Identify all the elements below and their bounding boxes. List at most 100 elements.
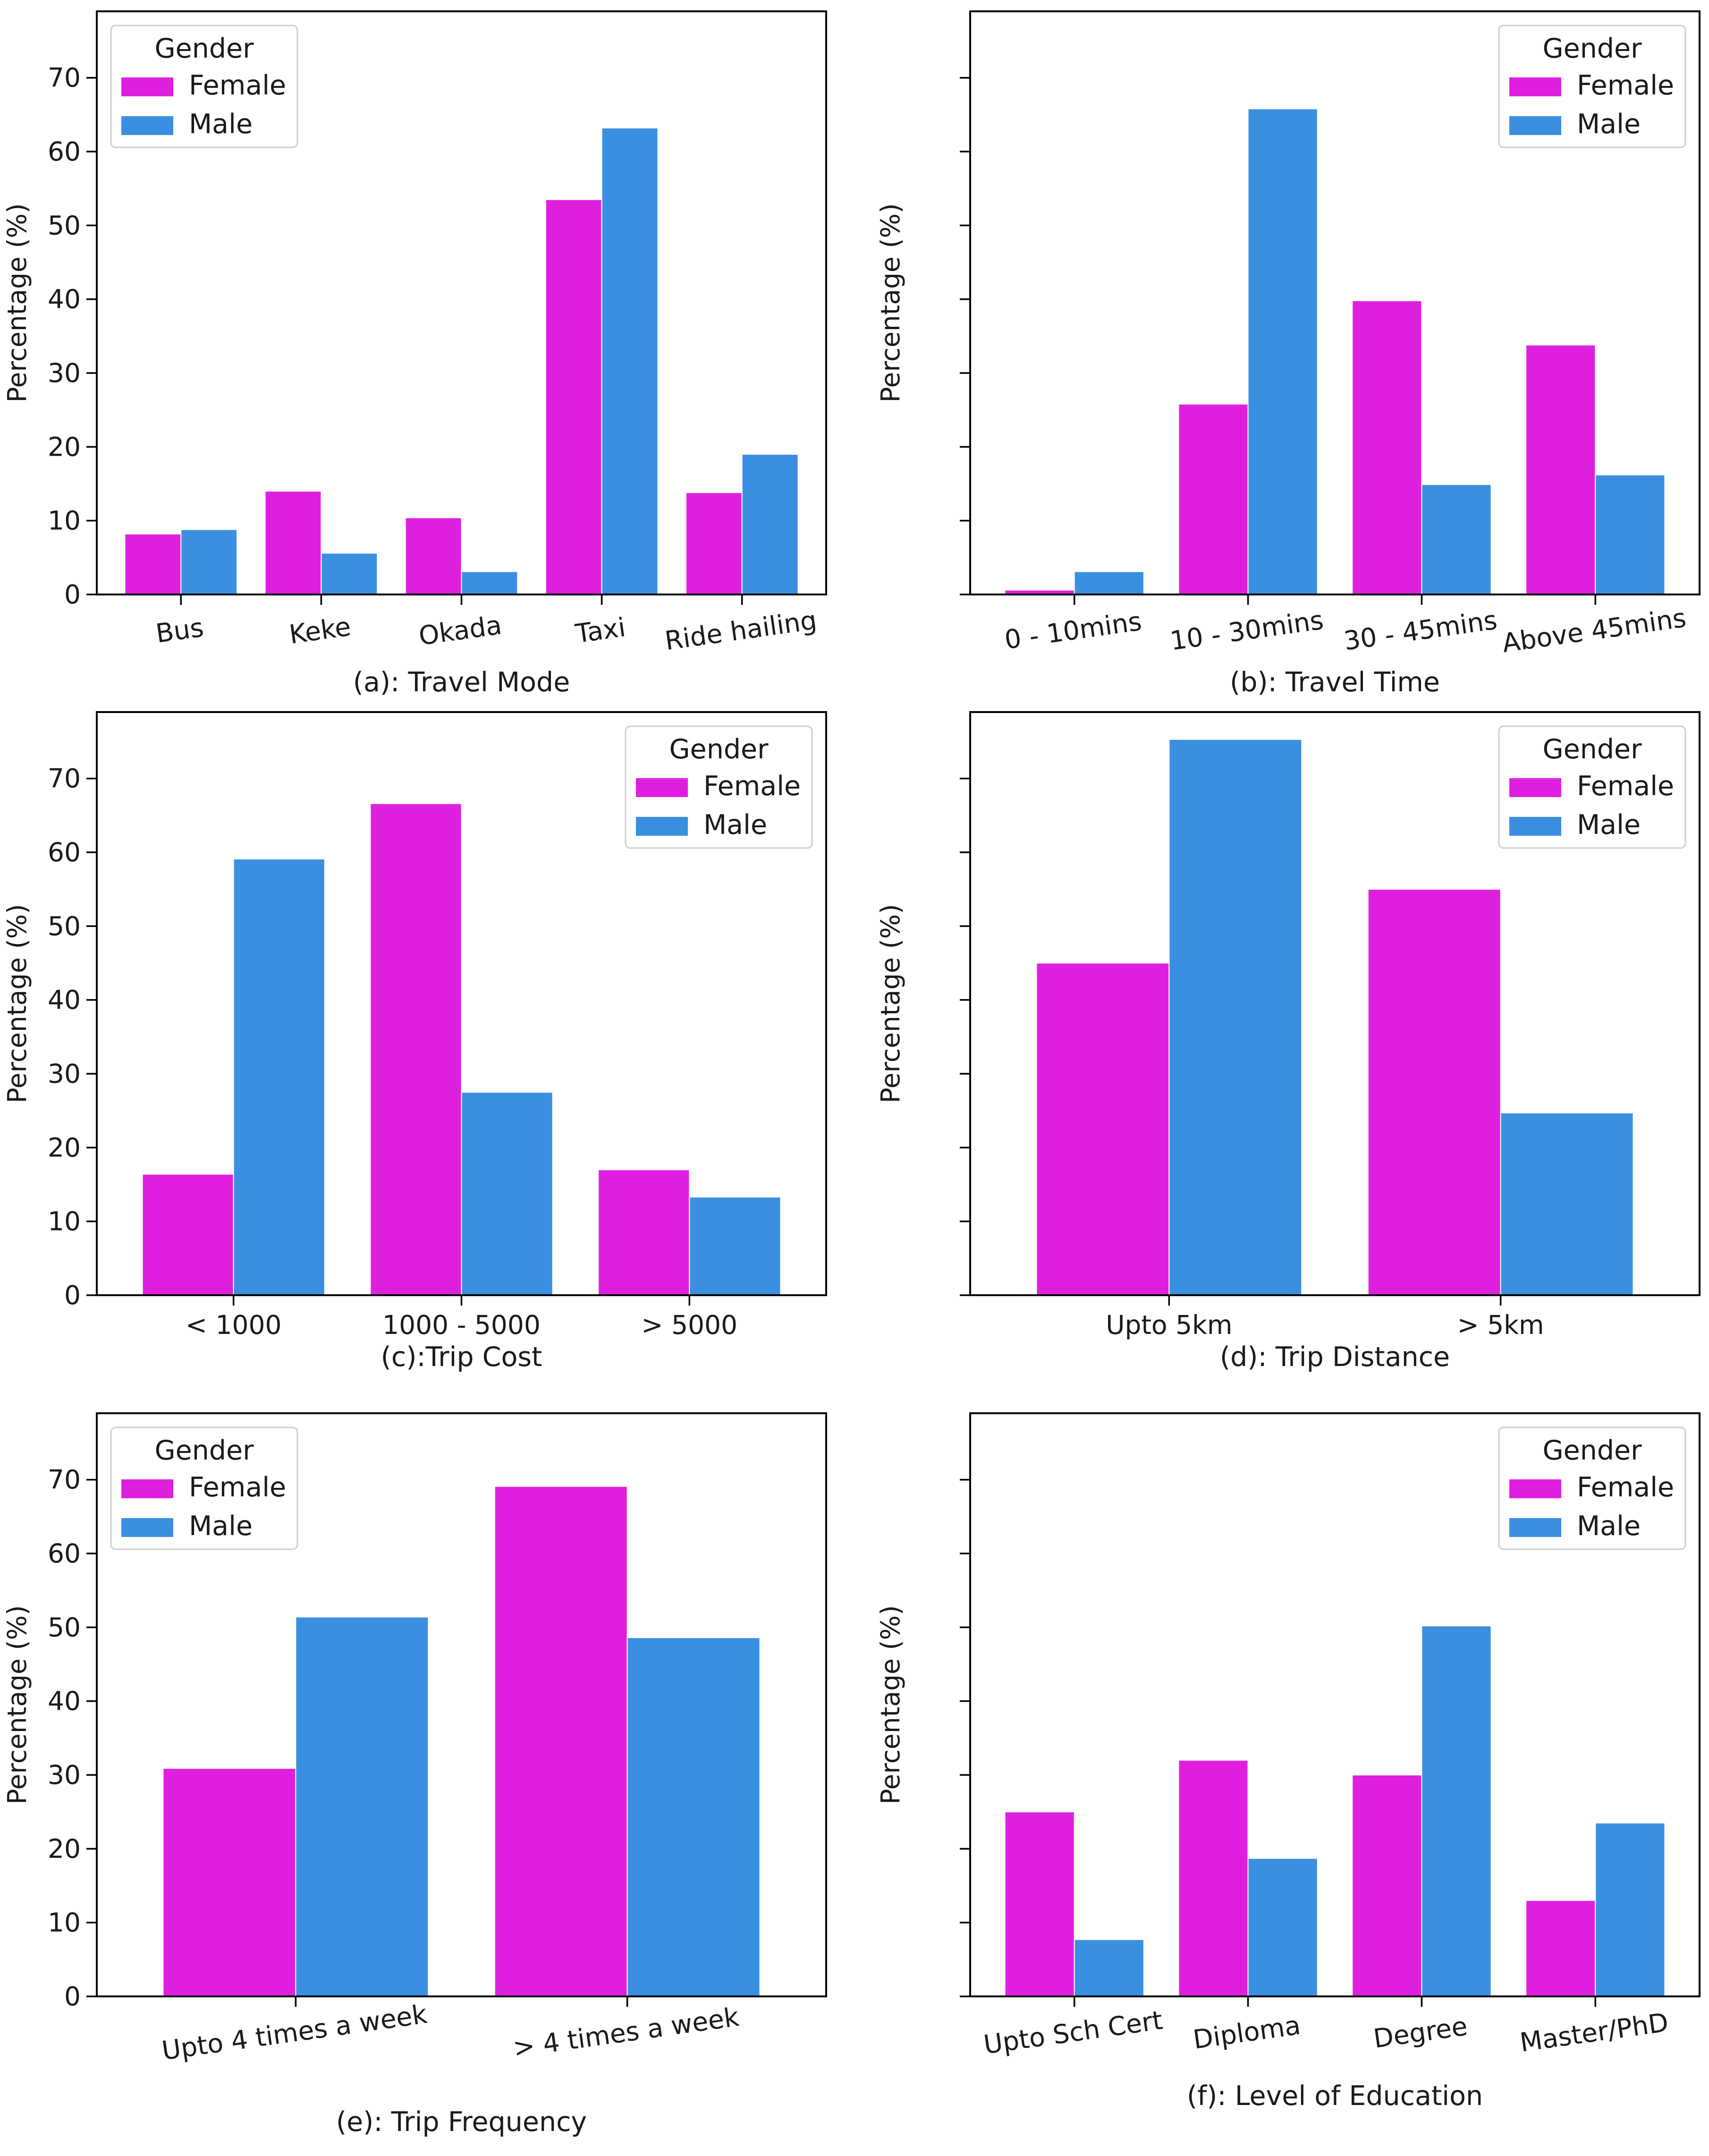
legend-swatch-male bbox=[1509, 817, 1561, 836]
x-tick-label: 10 - 30mins bbox=[1168, 605, 1325, 656]
x-axis-title: (d): Trip Distance bbox=[1220, 1341, 1450, 1373]
y-tick-label: 50 bbox=[48, 1612, 81, 1642]
x-tick-label: Taxi bbox=[573, 612, 627, 649]
legend-label-female: Female bbox=[1577, 1472, 1674, 1503]
bar-male-1 bbox=[461, 1092, 553, 1296]
y-tick-label: 10 bbox=[48, 506, 81, 536]
x-tick-label: < 1000 bbox=[186, 1310, 282, 1340]
legend-title: Gender bbox=[154, 1435, 254, 1466]
bar-female-3 bbox=[1525, 1900, 1596, 1997]
bar-female-1 bbox=[494, 1485, 628, 1997]
legend: Gender Female Male bbox=[1498, 1426, 1686, 1550]
y-axis-label: Percentage (%) bbox=[875, 203, 905, 402]
legend: Gender Female Male bbox=[110, 25, 298, 148]
legend-title: Gender bbox=[1542, 1435, 1642, 1466]
plot-frame bbox=[969, 1412, 1701, 1997]
bar-male-0 bbox=[233, 858, 325, 1296]
legend-swatch-male bbox=[121, 116, 173, 135]
y-tick-label: 70 bbox=[48, 764, 81, 794]
legend-title: Gender bbox=[669, 734, 769, 765]
bar-female-0 bbox=[142, 1173, 234, 1296]
x-tick-label: Ride hailing bbox=[663, 605, 819, 656]
legend-swatch-female bbox=[121, 77, 173, 96]
bar-female-0 bbox=[1004, 1811, 1075, 1997]
y-tick-label: 0 bbox=[64, 1280, 81, 1310]
bar-male-3 bbox=[601, 127, 659, 595]
x-tick-label: Upto Sch Cert bbox=[982, 2005, 1165, 2060]
chart-travel-time: Percentage (%) 0 - 10mins 10 - 30mins 30 - … bbox=[875, 10, 1701, 698]
y-tick-label: 20 bbox=[48, 1833, 81, 1864]
bar-female-0 bbox=[162, 1767, 296, 1997]
bar-female-3 bbox=[1525, 344, 1596, 595]
legend: Gender Female Male bbox=[1498, 25, 1686, 148]
x-tick-label: Degree bbox=[1371, 2011, 1469, 2054]
y-tick-label: 40 bbox=[48, 284, 81, 314]
legend-label-female: Female bbox=[1577, 771, 1674, 802]
bar-male-0 bbox=[180, 529, 238, 595]
legend-swatch-male bbox=[1509, 116, 1561, 135]
y-axis-label: Percentage (%) bbox=[2, 203, 32, 402]
y-tick-label: 50 bbox=[48, 911, 81, 941]
y-tick-label: 20 bbox=[48, 1132, 81, 1163]
bar-female-1 bbox=[264, 491, 322, 595]
legend-label-male: Male bbox=[189, 109, 253, 140]
bar-male-3 bbox=[1595, 1822, 1666, 1997]
y-tick-label: 30 bbox=[48, 1760, 81, 1790]
y-axis-label: Percentage (%) bbox=[875, 1605, 905, 1804]
legend-label-female: Female bbox=[703, 771, 801, 802]
bar-male-0 bbox=[1074, 571, 1144, 595]
x-tick-label: 30 - 45mins bbox=[1342, 605, 1499, 656]
legend-title: Gender bbox=[1542, 33, 1642, 64]
x-tick-label: Upto 4 times a week bbox=[160, 1999, 429, 2066]
bar-male-1 bbox=[1247, 1858, 1318, 1997]
x-axis-title: (e): Trip Frequency bbox=[336, 2106, 587, 2138]
y-axis-label: Percentage (%) bbox=[875, 904, 905, 1103]
x-tick-label: Diploma bbox=[1191, 2010, 1302, 2055]
legend-swatch-female bbox=[1509, 1479, 1561, 1498]
y-tick-label: 60 bbox=[48, 136, 81, 167]
x-tick-label: Okada bbox=[417, 610, 504, 651]
bar-female-3 bbox=[545, 199, 602, 595]
legend-label-male: Male bbox=[703, 809, 767, 840]
y-tick-label: 60 bbox=[48, 1538, 81, 1569]
x-tick-label: 0 - 10mins bbox=[1003, 606, 1143, 655]
bar-female-0 bbox=[1036, 962, 1170, 1296]
legend-label-male: Male bbox=[1577, 1511, 1641, 1542]
plot-frame bbox=[96, 1412, 827, 1997]
chart-travel-mode: 0 10 20 30 40 50 60 70 Percentage (%) Bus Keke Okad… bbox=[2, 10, 827, 698]
bar-male-0 bbox=[1074, 1939, 1144, 1997]
y-tick-label: 20 bbox=[48, 432, 81, 462]
x-tick-label: 1000 - 5000 bbox=[382, 1310, 541, 1340]
bar-male-3 bbox=[1595, 474, 1666, 595]
bar-female-1 bbox=[1367, 889, 1501, 1296]
legend-swatch-female bbox=[121, 1479, 173, 1498]
x-tick-label: Master/PhD bbox=[1518, 2007, 1670, 2057]
bar-male-2 bbox=[1421, 1625, 1492, 1997]
x-tick-label: Keke bbox=[287, 611, 353, 650]
bar-female-0 bbox=[124, 533, 182, 595]
bar-male-1 bbox=[1500, 1112, 1634, 1296]
chart-trip-frequency: 0 10 20 30 40 50 60 70 Percentage (%) Upto 4 time… bbox=[2, 1412, 827, 2138]
bar-female-2 bbox=[1352, 300, 1422, 595]
legend-swatch-female bbox=[1509, 77, 1561, 96]
y-tick-label: 30 bbox=[48, 358, 81, 388]
chart-trip-distance: Percentage (%) Upto 5km > 5km(d): Trip Dis… bbox=[875, 711, 1701, 1373]
x-axis-title: (c):Trip Cost bbox=[381, 1341, 542, 1373]
x-axis-title: (b): Travel Time bbox=[1230, 667, 1440, 698]
bar-female-1 bbox=[1178, 1759, 1249, 1997]
y-tick-label: 40 bbox=[48, 985, 81, 1015]
bar-female-2 bbox=[598, 1169, 690, 1296]
legend-swatch-male bbox=[121, 1518, 173, 1537]
bar-female-1 bbox=[370, 803, 462, 1296]
legend-label-female: Female bbox=[189, 1472, 286, 1503]
bar-male-2 bbox=[689, 1197, 781, 1296]
legend-label-male: Male bbox=[1577, 109, 1641, 140]
legend: Gender Female Male bbox=[110, 1426, 298, 1550]
bar-female-4 bbox=[685, 492, 743, 595]
y-tick-label: 10 bbox=[48, 1206, 81, 1237]
y-tick-label: 50 bbox=[48, 210, 81, 240]
bar-male-0 bbox=[295, 1616, 429, 1997]
legend-swatch-male bbox=[1509, 1518, 1561, 1537]
legend-title: Gender bbox=[154, 33, 254, 64]
x-axis-title: (a): Travel Mode bbox=[353, 667, 570, 698]
